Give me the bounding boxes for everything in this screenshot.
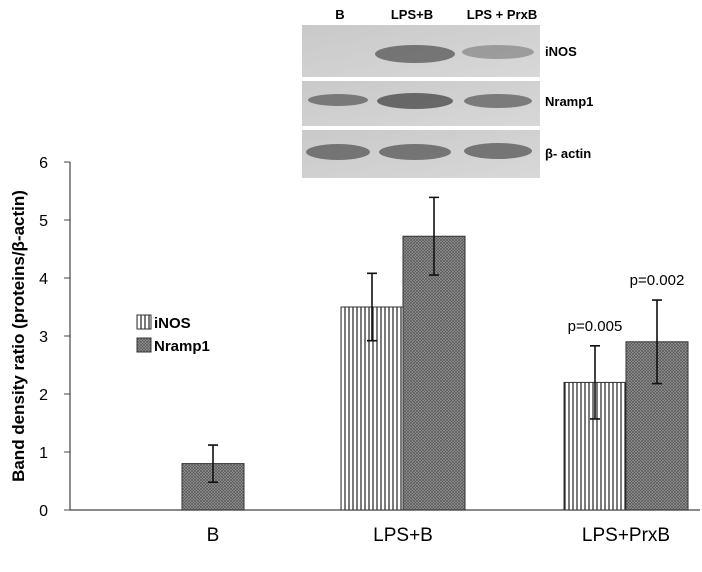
y-tick-label: 6 xyxy=(39,155,48,172)
band xyxy=(308,94,368,106)
error-bar xyxy=(208,444,218,483)
band xyxy=(377,93,453,109)
annotation: p=0.002 xyxy=(630,272,685,289)
bar xyxy=(402,235,466,511)
legend-label: Nramp1 xyxy=(154,338,210,355)
error-bar xyxy=(652,299,662,385)
band xyxy=(375,45,455,63)
y-tick-label: 2 xyxy=(39,387,48,404)
lane-label: LPS+B xyxy=(391,7,433,22)
y-tick-label: 3 xyxy=(39,329,48,346)
y-tick-label: 0 xyxy=(39,503,48,520)
band xyxy=(379,144,451,160)
x-tick-label: B xyxy=(207,525,220,546)
x-tick-label: LPS+PrxB xyxy=(582,525,670,546)
y-tick-label: 4 xyxy=(39,271,48,288)
western-blot xyxy=(302,25,540,178)
x-tick-label: LPS+B xyxy=(373,525,433,546)
lane-label: B xyxy=(335,7,344,22)
row-label: β- actin xyxy=(545,146,591,161)
annotation: p=0.005 xyxy=(568,318,623,335)
legend-label: iNOS xyxy=(154,315,191,332)
band xyxy=(464,94,532,108)
y-tick-label: 1 xyxy=(39,445,48,462)
band xyxy=(464,143,532,159)
error-bar xyxy=(367,272,377,342)
error-bar xyxy=(429,196,439,276)
lane-label: LPS + PrxB xyxy=(467,7,537,22)
band xyxy=(306,144,370,160)
legend-swatch xyxy=(136,314,152,330)
error-bar xyxy=(590,345,600,420)
band xyxy=(462,45,534,59)
y-tick-label: 5 xyxy=(39,213,48,230)
row-label: Nramp1 xyxy=(545,94,593,109)
legend-swatch xyxy=(136,337,152,353)
row-label: iNOS xyxy=(545,44,577,59)
y-axis-label: Band density ratio (proteins/β-actin) xyxy=(9,190,28,482)
